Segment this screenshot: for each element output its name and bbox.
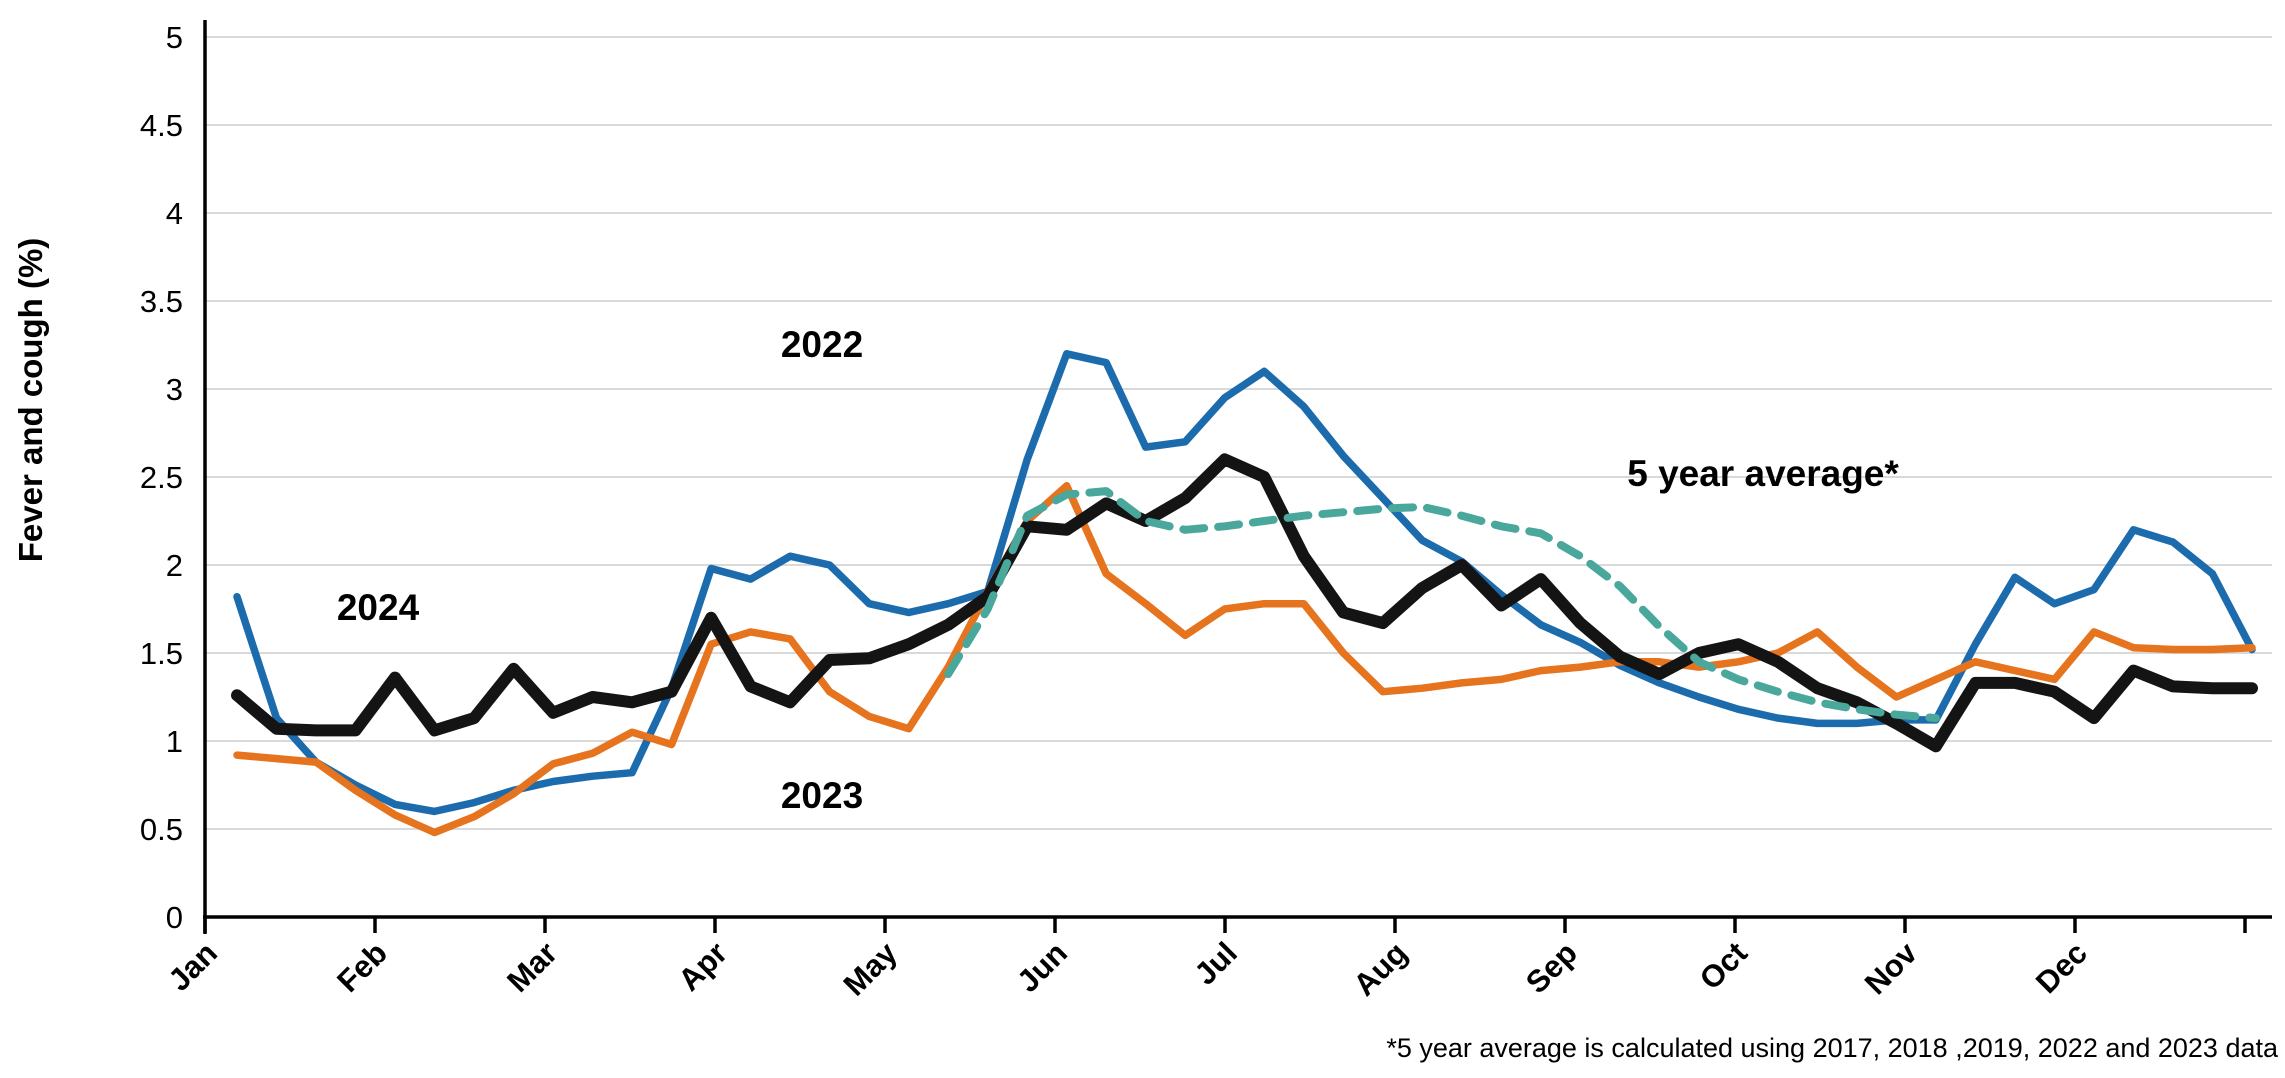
- y-axis-tick-label: 0: [166, 900, 183, 935]
- x-axis-tick-label-oct: Oct: [1693, 935, 1754, 996]
- y-axis-tick-label: 3.5: [140, 284, 183, 319]
- series-line-5-year-average-: [944, 487, 1940, 723]
- footnote: *5 year average is calculated using 2017…: [1386, 1033, 2279, 1063]
- series-line-2023: [233, 482, 2256, 837]
- y-axis-tick-label: 2.5: [140, 460, 183, 495]
- y-axis-tick-label: 3: [166, 372, 183, 407]
- x-axis-tick-label-aug: Aug: [1347, 935, 1414, 1002]
- x-axis-tick-label-nov: Nov: [1858, 935, 1925, 1002]
- x-axis-tick-label-jul: Jul: [1188, 935, 1244, 991]
- series-label-2024: 2024: [337, 587, 420, 628]
- y-axis-title: Fever and cough (%): [12, 238, 49, 563]
- x-axis-tick-label-jun: Jun: [1010, 935, 1074, 999]
- series-line-2022: [233, 350, 2256, 816]
- x-axis-tick-label-dec: Dec: [2029, 935, 2094, 1000]
- x-axis-tick-label-sep: Sep: [1519, 935, 1584, 1000]
- series-label-2023: 2023: [781, 775, 863, 816]
- y-axis-tick-label: 4.5: [140, 108, 183, 143]
- y-axis-tick-label: 4: [166, 196, 183, 231]
- series-label-2022: 2022: [781, 324, 863, 365]
- x-axis-tick-label-may: May: [837, 935, 905, 1003]
- x-axis-tick-label-mar: Mar: [500, 935, 564, 999]
- y-axis-tick-label: 1: [166, 724, 183, 759]
- x-axis-tick-label-apr: Apr: [671, 935, 734, 998]
- y-axis-tick-label: 1.5: [140, 636, 183, 671]
- x-axis-tick-label-feb: Feb: [330, 935, 394, 999]
- y-axis-tick-label: 2: [166, 548, 183, 583]
- series-label-5-year-average-: 5 year average*: [1627, 453, 1899, 494]
- y-axis-tick-label: 5: [166, 20, 183, 55]
- series-line-2024: [231, 453, 2258, 753]
- y-axis-tick-label: 0.5: [140, 812, 183, 847]
- x-axis-tick-label-jan: Jan: [161, 935, 224, 998]
